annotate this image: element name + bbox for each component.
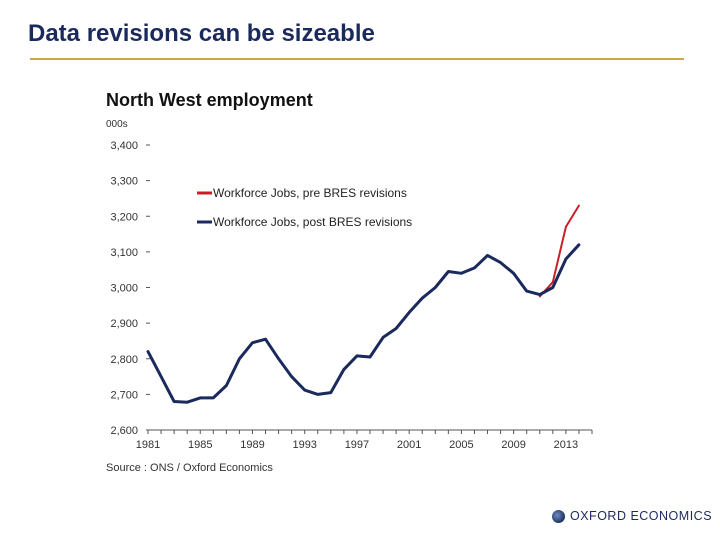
y-tick-label: 3,100 [110, 247, 138, 259]
x-tick-label: 1981 [136, 439, 160, 451]
x-tick-label: 2009 [501, 439, 525, 451]
axes: 2,600 2,700 2,800 2,900 3,000 3,100 3,200 3,300… [110, 140, 593, 451]
y-tick-label: 3,300 [110, 176, 138, 188]
legend-label: Workforce Jobs, post BRES revisions [213, 215, 412, 229]
y-tick-label: 2,800 [110, 354, 138, 366]
x-tick-label: 1989 [240, 439, 264, 451]
series-line-post-bres [146, 243, 581, 404]
y-tick-label: 2,900 [110, 318, 138, 330]
series-line-pre-bres [538, 204, 580, 298]
y-tick-label: 2,700 [110, 389, 138, 401]
logo-text: OXFORD ECONOMICS [570, 509, 713, 523]
slide-title: Data revisions can be sizeable [28, 20, 375, 47]
y-axis-unit: 000s [106, 119, 128, 130]
legend: Workforce Jobs, pre BRES revisions Workfo… [197, 186, 412, 229]
chart-title: North West employment [106, 90, 313, 110]
x-tick-label: 1997 [345, 439, 369, 451]
source-note: Source : ONS / Oxford Economics [106, 462, 273, 474]
y-tick-label: 3,000 [110, 283, 138, 295]
oxford-economics-logo: OXFORD ECONOMICS [552, 508, 712, 524]
y-tick-label: 2,600 [110, 425, 138, 437]
title-divider [30, 58, 684, 60]
globe-icon [552, 509, 565, 523]
series-lines [146, 204, 581, 404]
legend-label: Workforce Jobs, pre BRES revisions [213, 186, 407, 200]
y-tick-label: 3,400 [110, 140, 138, 152]
x-tick-label: 1985 [188, 439, 212, 451]
x-tick-label: 2013 [554, 439, 578, 451]
x-tick-label: 2001 [397, 439, 421, 451]
x-tick-label: 2005 [449, 439, 473, 451]
y-tick-label: 3,200 [110, 211, 138, 223]
x-tick-label: 1993 [292, 439, 316, 451]
